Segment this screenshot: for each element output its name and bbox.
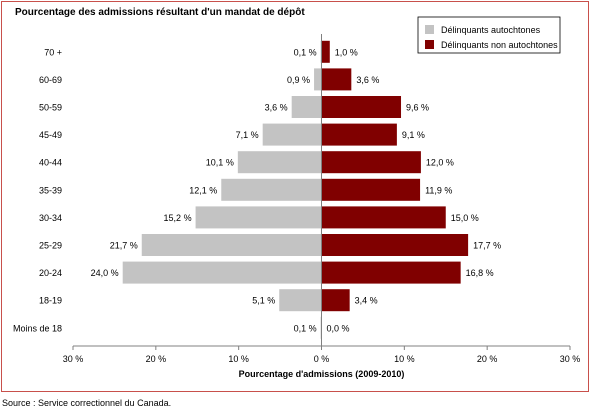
data-label: 0,9 %: [287, 75, 310, 85]
category-label: Moins de 18: [13, 323, 62, 333]
bar-delinquants-autochtones: [237, 151, 322, 174]
category-label: 40-44: [39, 158, 62, 168]
x-tick-label: 30 %: [63, 354, 84, 364]
data-label: 0,0 %: [327, 323, 350, 333]
chart-title: Pourcentage des admissions résultant d'u…: [15, 7, 305, 18]
bar-delinquants-autochtones: [314, 68, 322, 91]
category-label: 45-49: [39, 130, 62, 140]
data-label: 0,1 %: [294, 47, 317, 57]
bar-delinquants-non-autochtones: [321, 123, 397, 146]
data-label: 1,0 %: [335, 47, 358, 57]
x-tick-label: 30 %: [560, 354, 581, 364]
data-label: 3,4 %: [355, 296, 378, 306]
bar-delinquants-autochtones: [262, 123, 322, 146]
x-tick-label: 10 %: [394, 354, 415, 364]
data-label: 9,6 %: [406, 103, 429, 113]
legend-label: Délinquants autochtones: [441, 25, 541, 35]
bar-delinquants-non-autochtones: [321, 96, 402, 118]
bar-delinquants-autochtones: [195, 206, 322, 229]
data-label: 12,1 %: [189, 185, 217, 195]
data-label: 16,8 %: [466, 268, 494, 278]
source-note: Source : Service correctionnel du Canada…: [2, 398, 172, 408]
category-label: 50-59: [39, 103, 62, 113]
category-label: 20-24: [39, 268, 62, 278]
data-label: 3,6 %: [356, 75, 379, 85]
x-axis-title: Pourcentage d'admissions (2009-2010): [239, 369, 405, 379]
data-label: 9,1 %: [402, 130, 425, 140]
bar-delinquants-autochtones: [221, 178, 322, 201]
bar-delinquants-non-autochtones: [321, 289, 350, 312]
data-label: 5,1 %: [252, 296, 275, 306]
data-label: 24,0 %: [91, 268, 119, 278]
bar-delinquants-non-autochtones: [321, 206, 446, 229]
bar-delinquants-autochtones: [122, 261, 322, 284]
data-label: 15,2 %: [164, 213, 192, 223]
pyramid-chart: 70 + 0,1 % 1,0 % 60-69 0,9 % 3,6 % 50-59 3,6 % 9…: [13, 16, 581, 379]
data-label: 15,0 %: [451, 213, 479, 223]
data-label: 11,9 %: [425, 185, 452, 195]
bar-delinquants-autochtones: [279, 289, 322, 312]
category-label: 60-69: [39, 75, 62, 85]
data-label: 10,1 %: [206, 158, 234, 168]
bar-delinquants-non-autochtones: [321, 151, 421, 174]
category-label: 25-29: [39, 241, 62, 251]
legend-box: [417, 16, 561, 54]
data-label: 12,0 %: [426, 158, 454, 168]
bar-delinquants-non-autochtones: [321, 68, 352, 91]
x-tick-label: 20 %: [477, 354, 498, 364]
category-label: 70 +: [44, 47, 62, 57]
x-tick-label: 20 %: [146, 354, 167, 364]
bar-delinquants-non-autochtones: [321, 178, 421, 201]
category-label: 30-34: [39, 213, 62, 223]
chart-frame: Pourcentage des admissions résultant d'u…: [1, 1, 589, 392]
bar-delinquants-non-autochtones: [321, 40, 330, 63]
legend-label: Délinquants non autochtones: [441, 40, 558, 50]
data-label: 21,7 %: [110, 241, 138, 251]
legend-swatch-delinquants-autochtones: [425, 25, 434, 34]
data-label: 0,1 %: [294, 323, 317, 333]
bar-delinquants-autochtones: [141, 234, 322, 256]
legend-swatch-delinquants-non-autochtones: [425, 40, 434, 49]
bar-delinquants-non-autochtones: [321, 234, 469, 256]
data-label: 17,7 %: [473, 241, 501, 251]
category-label: 35-39: [39, 185, 62, 195]
x-tick-label: 10 %: [228, 354, 249, 364]
bar-delinquants-non-autochtones: [321, 261, 461, 284]
data-label: 7,1 %: [236, 130, 259, 140]
category-label: 18-19: [39, 296, 62, 306]
data-label: 3,6 %: [265, 103, 288, 113]
bar-delinquants-autochtones: [291, 96, 322, 118]
x-tick-label: 0 %: [314, 354, 330, 364]
